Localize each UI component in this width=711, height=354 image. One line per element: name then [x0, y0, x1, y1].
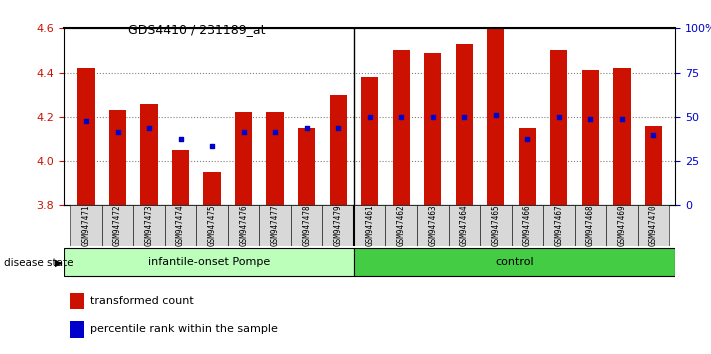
Text: ▶: ▶ [55, 258, 62, 268]
Bar [645, 126, 662, 205]
Text: GSM947469: GSM947469 [617, 205, 626, 246]
Bar [134, 205, 165, 246]
Text: GSM947478: GSM947478 [302, 205, 311, 246]
Text: GSM947476: GSM947476 [239, 205, 248, 246]
Bar [77, 68, 95, 205]
Bar [543, 205, 574, 246]
Bar [392, 51, 410, 205]
Text: GSM947467: GSM947467 [555, 205, 563, 246]
Point [522, 136, 533, 142]
Point [80, 119, 92, 124]
Bar [638, 205, 669, 246]
Text: GSM947474: GSM947474 [176, 205, 185, 246]
Bar [550, 51, 567, 205]
Text: GSM947468: GSM947468 [586, 205, 595, 246]
Text: GSM947470: GSM947470 [649, 205, 658, 246]
Bar [196, 205, 228, 246]
Text: GSM947472: GSM947472 [113, 205, 122, 246]
Bar [109, 110, 127, 205]
Bar [329, 95, 347, 205]
Point [490, 112, 501, 118]
Bar [487, 28, 505, 205]
Bar [323, 205, 354, 246]
Bar [385, 205, 417, 246]
Bar [291, 205, 323, 246]
Point [648, 132, 659, 137]
Bar [574, 205, 606, 246]
Bar [518, 128, 536, 205]
Bar [165, 205, 196, 246]
Bar [354, 248, 675, 276]
Bar [260, 205, 291, 246]
Point [395, 114, 407, 120]
Point [112, 130, 123, 135]
Point [206, 143, 218, 148]
Text: control: control [496, 257, 534, 267]
Point [427, 114, 439, 120]
Bar [70, 205, 102, 246]
Bar [456, 44, 473, 205]
Point [364, 114, 375, 120]
Bar [102, 205, 134, 246]
Point [459, 114, 470, 120]
Text: GSM947461: GSM947461 [365, 205, 374, 246]
Point [238, 130, 250, 135]
Point [175, 136, 186, 142]
Bar [203, 172, 221, 205]
Text: GSM947477: GSM947477 [271, 205, 279, 246]
Bar [267, 113, 284, 205]
Point [144, 125, 155, 131]
Text: GSM947465: GSM947465 [491, 205, 501, 246]
Point [553, 114, 565, 120]
Bar [70, 293, 84, 309]
Bar [424, 53, 442, 205]
Text: GSM947466: GSM947466 [523, 205, 532, 246]
Text: percentile rank within the sample: percentile rank within the sample [90, 325, 277, 335]
Bar [606, 205, 638, 246]
Bar [298, 128, 316, 205]
Point [584, 116, 596, 122]
Text: GSM947462: GSM947462 [397, 205, 406, 246]
Text: transformed count: transformed count [90, 296, 193, 306]
Bar [235, 113, 252, 205]
Bar [613, 68, 631, 205]
Point [269, 130, 281, 135]
Text: GSM947464: GSM947464 [460, 205, 469, 246]
Bar [449, 205, 480, 246]
Bar [417, 205, 449, 246]
Point [301, 125, 312, 131]
Bar [70, 321, 84, 338]
Text: GSM947473: GSM947473 [144, 205, 154, 246]
Bar [480, 205, 511, 246]
Point [616, 116, 628, 122]
Text: GSM947479: GSM947479 [333, 205, 343, 246]
Text: GSM947475: GSM947475 [208, 205, 217, 246]
Bar [172, 150, 189, 205]
Text: GSM947463: GSM947463 [428, 205, 437, 246]
Text: infantile-onset Pompe: infantile-onset Pompe [148, 257, 270, 267]
Bar [511, 205, 543, 246]
Point [333, 125, 344, 131]
Bar [64, 248, 354, 276]
Bar [141, 104, 158, 205]
Text: disease state: disease state [4, 258, 73, 268]
Text: GSM947471: GSM947471 [82, 205, 90, 246]
Bar [354, 205, 385, 246]
Bar [582, 70, 599, 205]
Bar [228, 205, 260, 246]
Text: GDS4410 / 231189_at: GDS4410 / 231189_at [128, 23, 265, 36]
Bar [361, 77, 378, 205]
